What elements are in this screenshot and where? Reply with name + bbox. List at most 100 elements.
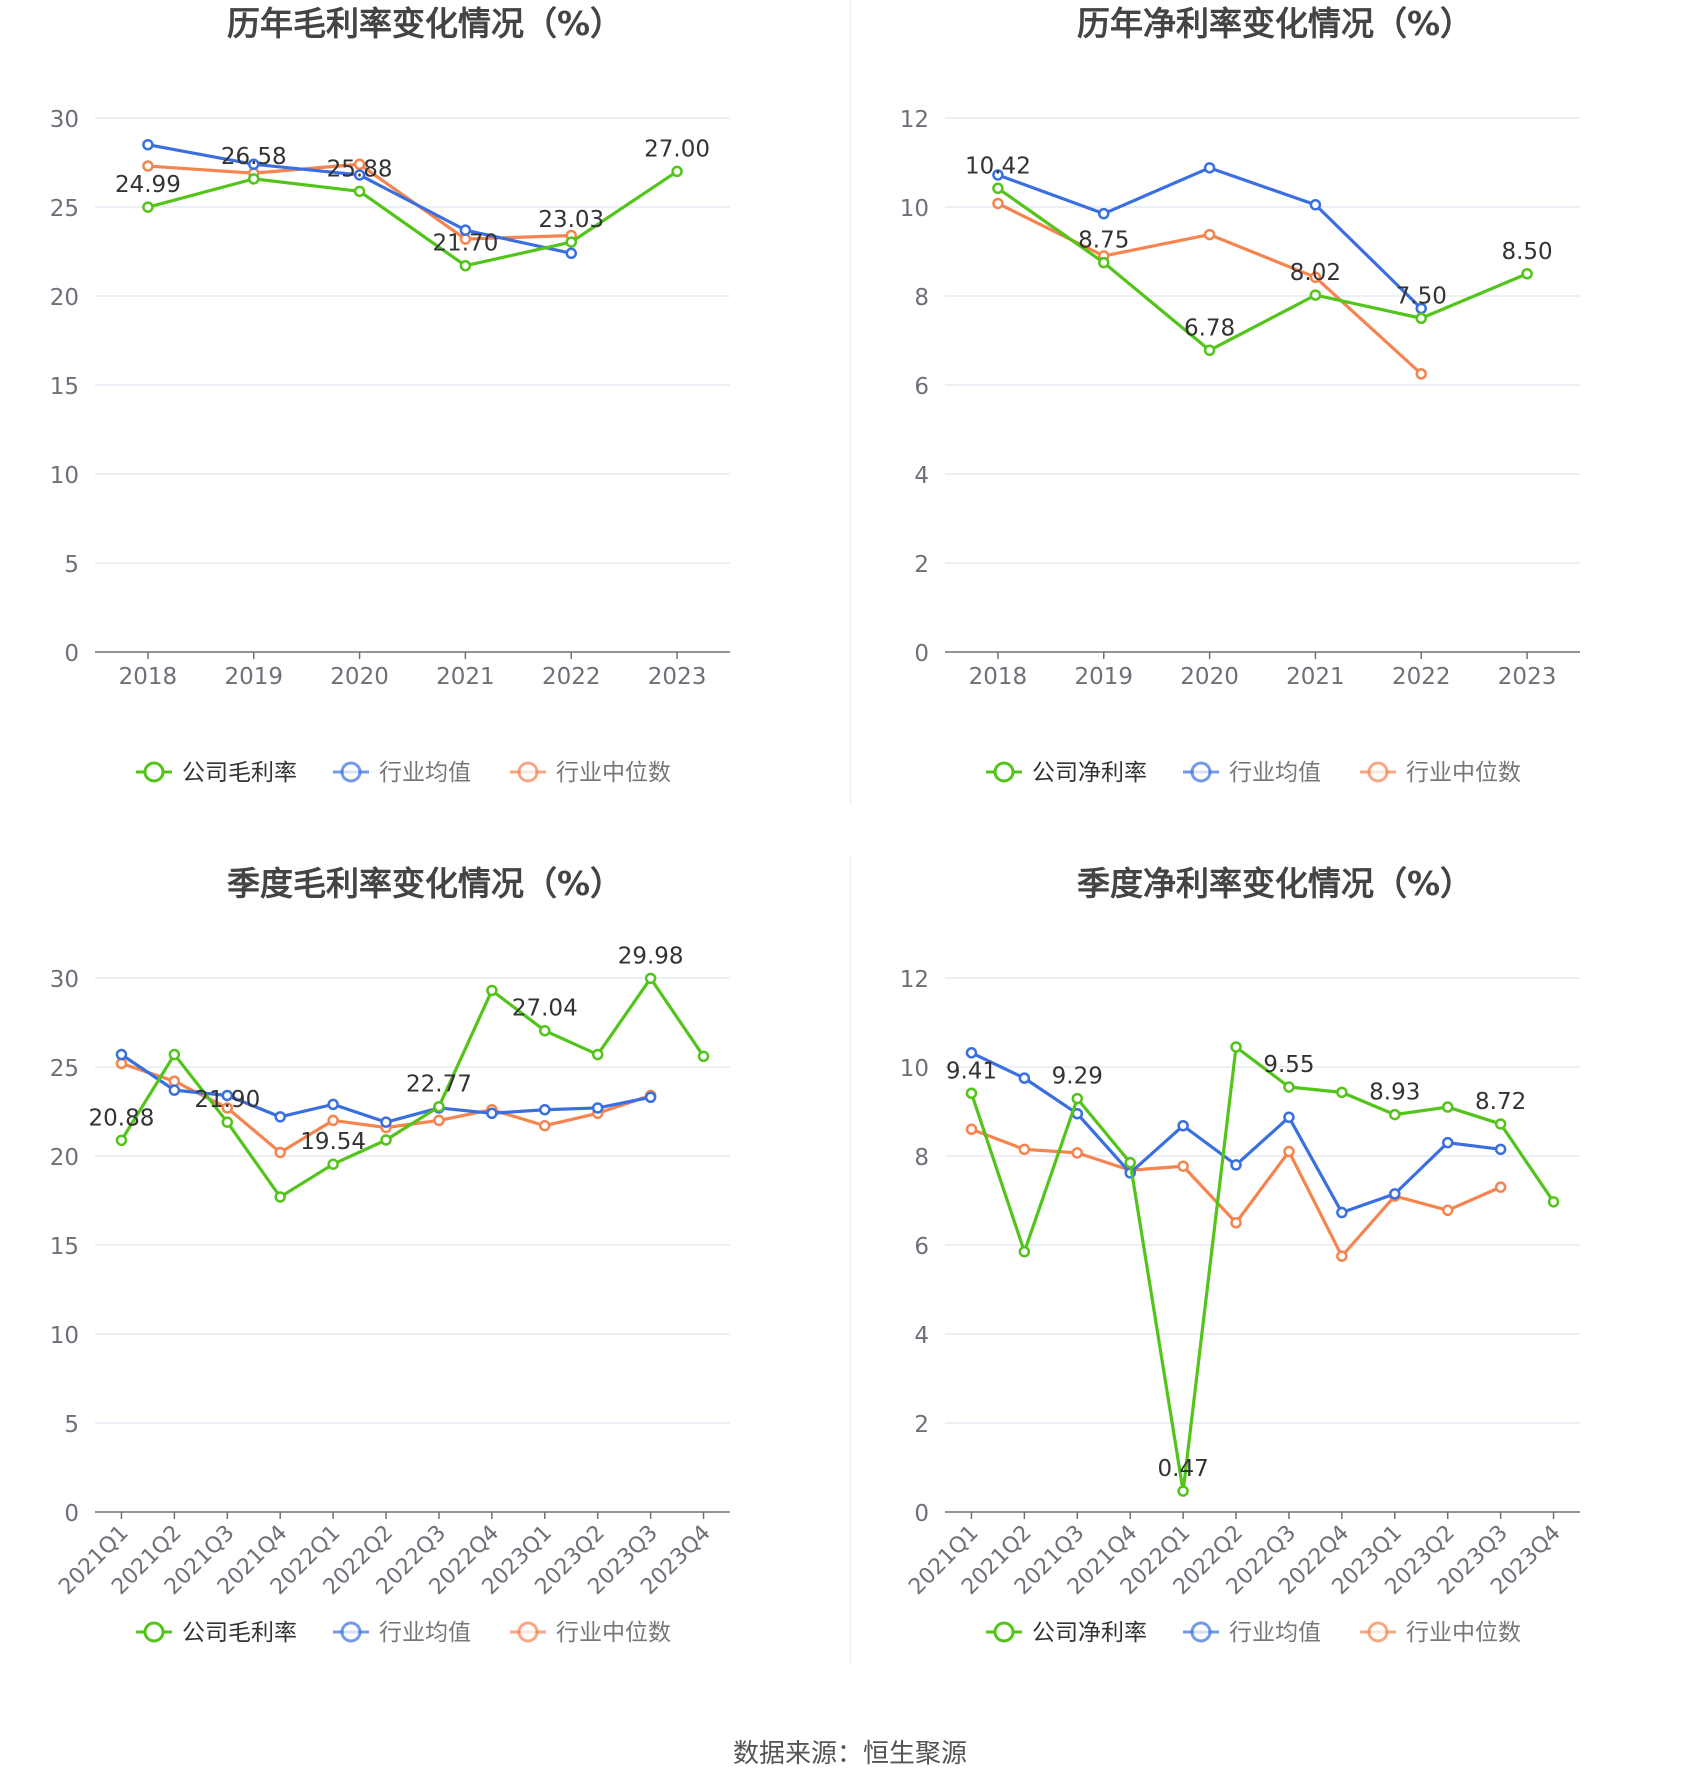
data-point-company	[115, 1134, 128, 1147]
y-tick-label: 5	[64, 1412, 79, 1438]
data-point-industry-avg	[486, 1107, 498, 1120]
legend-marker-company[interactable]	[993, 1621, 1015, 1643]
vertical-divider-bottom	[850, 855, 851, 1665]
y-tick-label: 10	[50, 463, 79, 489]
data-point-industry-avg	[992, 169, 1004, 181]
data-point-industry-avg	[1441, 1136, 1454, 1149]
data-point-company	[671, 165, 683, 178]
data-point-industry-median	[1203, 228, 1216, 241]
data-label: 24.99	[115, 172, 181, 198]
data-point-industry-median	[1309, 271, 1322, 284]
data-point-industry-avg	[1177, 1119, 1189, 1132]
legend-marker-industry-median[interactable]	[517, 1621, 539, 1643]
data-point-industry-avg	[1203, 162, 1216, 174]
y-tick-label: 6	[914, 374, 929, 400]
data-point-company	[1203, 344, 1216, 357]
legend-label-industry-median[interactable]: 行业中位数	[1406, 760, 1521, 786]
legend-label-company[interactable]: 公司净利率	[1032, 760, 1147, 786]
y-tick-label: 25	[50, 196, 79, 222]
data-point-company	[327, 1158, 339, 1170]
data-point-company	[274, 1191, 286, 1203]
data-point-company	[1389, 1108, 1401, 1121]
data-label: 27.00	[644, 136, 710, 162]
legend-label-industry-avg[interactable]: 行业均值	[1229, 1620, 1321, 1646]
data-point-industry-avg	[221, 1089, 234, 1102]
data-point-company	[1018, 1245, 1031, 1258]
data-point-industry-avg	[274, 1111, 286, 1123]
vertical-divider-top	[850, 0, 851, 805]
data-point-company	[1309, 289, 1322, 301]
legend-label-industry-median[interactable]: 行业中位数	[1406, 1620, 1521, 1646]
chart-annual-gross: 历年毛利率变化情况（%） 0 5 10 15 20 25 30 2018 2019 2020 2021…	[0, 0, 850, 820]
legend-marker-company[interactable]	[143, 761, 165, 783]
data-point-company	[591, 1048, 604, 1061]
legend-marker-industry-avg[interactable]	[340, 1621, 362, 1643]
y-tick-label: 2	[914, 1412, 929, 1438]
chart-title: 季度毛利率变化情况（%）	[227, 864, 623, 903]
legend-label-company[interactable]: 公司毛利率	[182, 760, 297, 786]
legend-label-company[interactable]: 公司毛利率	[182, 1620, 297, 1646]
data-point-industry-avg	[1389, 1188, 1401, 1200]
series-line-company	[120, 976, 705, 1199]
data-point-company	[644, 972, 657, 985]
legend-marker-company[interactable]	[143, 1621, 165, 1643]
data-point-industry-avg	[142, 138, 154, 151]
data-label: 26.58	[221, 144, 287, 170]
data-label: 7.50	[1396, 283, 1447, 309]
data-point-company	[353, 185, 366, 198]
x-tick-label: 2018	[119, 664, 178, 690]
data-label: 22.77	[406, 1072, 472, 1098]
legend-marker-industry-median[interactable]	[1367, 761, 1389, 783]
legend-label-industry-avg[interactable]: 行业均值	[379, 1620, 471, 1646]
data-point-company	[1494, 1118, 1507, 1130]
data-label: 9.29	[1052, 1064, 1103, 1090]
data-source-footer: 数据来源：恒生聚源	[732, 1739, 967, 1769]
legend-marker-industry-avg[interactable]	[340, 761, 362, 783]
legend-marker-industry-avg[interactable]	[1190, 1621, 1212, 1643]
data-point-industry-median	[1336, 1250, 1348, 1262]
data-point-industry-avg	[1494, 1143, 1507, 1156]
data-point-industry-median	[221, 1102, 234, 1114]
legend-label-company[interactable]: 公司净利率	[1032, 1620, 1147, 1646]
data-label: 8.02	[1290, 260, 1341, 286]
data-point-industry-median	[1071, 1147, 1084, 1159]
data-point-industry-avg	[539, 1103, 551, 1116]
legend-label-industry-median[interactable]: 行业中位数	[556, 1620, 671, 1646]
data-point-industry-avg	[327, 1098, 339, 1111]
legend-label-industry-avg[interactable]: 行业均值	[1229, 760, 1321, 786]
legend-marker-company[interactable]	[993, 761, 1015, 783]
data-label: 8.72	[1475, 1089, 1526, 1115]
y-tick-label: 10	[900, 196, 929, 222]
series-line-industry-median	[970, 1127, 1502, 1258]
data-label: 29.98	[618, 943, 684, 969]
data-label: 21.90	[194, 1087, 260, 1113]
series-line-company	[969, 1045, 1555, 1493]
x-tick-label: 2020	[1180, 664, 1239, 690]
y-tick-label: 15	[50, 1234, 79, 1260]
y-tick-label: 10	[50, 1323, 79, 1349]
data-point-company	[1521, 268, 1533, 280]
y-tick-label: 8	[914, 285, 929, 311]
y-tick-label: 2	[914, 552, 929, 578]
y-tick-label: 15	[50, 374, 79, 400]
legend-marker-industry-median[interactable]	[517, 761, 539, 783]
legend-label-industry-avg[interactable]: 行业均值	[379, 760, 471, 786]
chart-quarterly-gross: 季度毛利率变化情况（%） 0 5 10 15 20 25 30 2021Q1 2021Q2 2021…	[0, 860, 850, 1680]
annual-net-svg: 历年净利率变化情况（%） 0 2 4 6 8 10 12 2018 2019 2020 2021 202…	[900, 4, 1580, 786]
y-tick-label: 30	[50, 107, 79, 133]
legend-label-industry-median[interactable]: 行业中位数	[556, 760, 671, 786]
data-point-industry-median	[1415, 368, 1427, 380]
x-tick-label: 2019	[1074, 664, 1133, 690]
data-label: 27.04	[512, 996, 578, 1022]
y-tick-label: 0	[64, 1501, 79, 1527]
data-point-industry-avg	[168, 1084, 181, 1096]
x-tick-label: 2019	[224, 664, 283, 690]
data-point-industry-median	[433, 1114, 445, 1127]
legend-marker-industry-median[interactable]	[1367, 1621, 1389, 1643]
legend-marker-industry-avg[interactable]	[1190, 761, 1212, 783]
chart-title: 季度净利率变化情况（%）	[1077, 864, 1473, 903]
y-tick-label: 0	[64, 641, 79, 667]
data-point-industry-median	[1441, 1204, 1454, 1217]
data-point-industry-median	[274, 1146, 286, 1159]
data-point-company	[1230, 1041, 1242, 1053]
